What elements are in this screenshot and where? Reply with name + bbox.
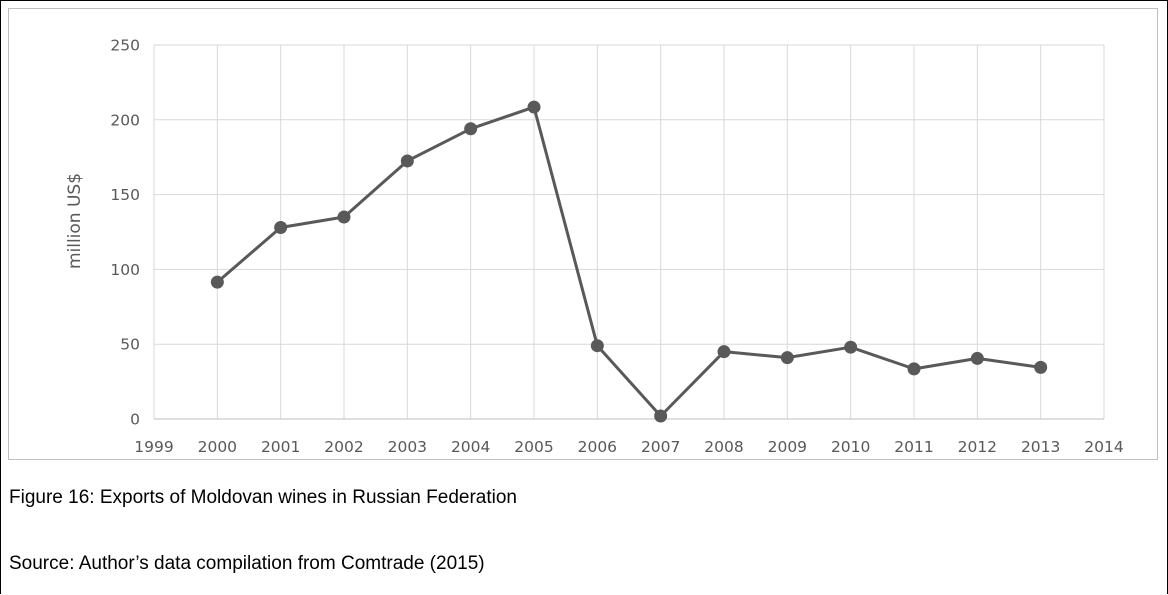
data-point	[527, 100, 541, 114]
data-point	[970, 351, 984, 365]
data-point	[780, 351, 794, 365]
x-tick-label: 2014	[1084, 438, 1123, 456]
x-tick-label: 2011	[894, 438, 933, 456]
data-point	[907, 362, 921, 376]
data-point	[337, 210, 351, 224]
x-tick-label: 2001	[261, 438, 300, 456]
y-tick-label: 200	[110, 111, 140, 129]
x-tick-labels: 1999 2000 2001 2002 2003 2004 2005 2006 2007 2008…	[134, 438, 1123, 456]
x-tick-label: 2002	[324, 438, 363, 456]
y-axis-title: million US$	[65, 173, 85, 269]
x-tick-label: 2007	[641, 438, 680, 456]
x-tick-label: 2005	[514, 438, 553, 456]
x-tick-label: 1999	[134, 438, 173, 456]
gridlines	[153, 44, 1105, 419]
series-line	[216, 105, 1041, 418]
x-tick-label: 2009	[768, 438, 807, 456]
data-point	[590, 339, 604, 353]
data-point	[400, 154, 414, 168]
data-point	[654, 409, 668, 423]
figure-caption: Figure 16: Exports of Moldovan wines in …	[9, 487, 517, 508]
y-tick-label: 150	[110, 186, 140, 204]
line-chart: 1999 2000 2001 2002 2003 2004 2005 2006 2007 2008…	[65, 37, 1124, 457]
data-series	[210, 100, 1048, 423]
data-point	[210, 275, 224, 289]
chart-area: 1999 2000 2001 2002 2003 2004 2005 2006 2007 2008…	[8, 8, 1158, 460]
y-tick-label: 50	[120, 336, 140, 354]
y-tick-label: 100	[110, 261, 140, 279]
data-point	[844, 340, 858, 354]
y-tick-label: 250	[110, 37, 140, 55]
y-tick-labels: 0 50 100 150 200 250	[110, 37, 140, 429]
data-point	[1034, 360, 1048, 374]
data-point	[464, 122, 478, 136]
x-tick-label: 2004	[451, 438, 490, 456]
data-point	[717, 345, 731, 359]
x-tick-label: 2012	[958, 438, 997, 456]
x-tick-label: 2000	[198, 438, 237, 456]
x-tick-label: 2006	[578, 438, 617, 456]
x-tick-label: 2013	[1021, 438, 1060, 456]
data-point	[274, 221, 288, 235]
y-tick-label: 0	[130, 411, 140, 429]
x-tick-label: 2008	[704, 438, 743, 456]
figure-source: Source: Author’s data compilation from C…	[9, 553, 485, 574]
x-tick-label: 2003	[388, 438, 427, 456]
x-tick-label: 2010	[831, 438, 870, 456]
